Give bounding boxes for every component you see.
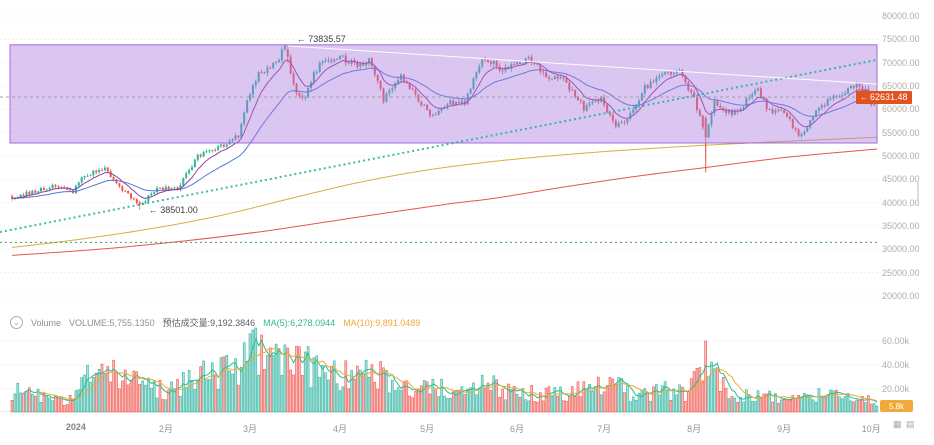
indicator-name: Volume <box>31 317 62 328</box>
price-axis-label: 25000.00 <box>882 267 920 278</box>
volume-ma5-line <box>23 337 878 403</box>
time-axis[interactable]: 2024 2月 3月 4月 5月 6月 7月 8月 9月 10月 <box>0 419 881 437</box>
price-axis-label: 60000.00 <box>882 104 920 115</box>
white-trendline[interactable] <box>287 45 878 85</box>
current-volume-badge: 5.8k <box>880 400 913 413</box>
price-axis-label: 50000.00 <box>882 151 920 161</box>
time-axis-label: 2024 <box>65 422 86 432</box>
volume-bars <box>10 327 879 413</box>
low-price-annotation: ← 38501.00 <box>147 204 199 215</box>
ma-long-red-line <box>11 148 878 256</box>
price-axis-label: 65000.00 <box>882 81 920 91</box>
price-axis-label: 75000.00 <box>882 34 920 45</box>
high-price-annotation: ← 73835.57 <box>295 33 347 44</box>
volume-indicator-legend: ⌄ Volume VOLUME:5,755.1350 预估成交量:9,192.3… <box>10 316 420 329</box>
volume-axis-label: 20.00k <box>882 384 910 394</box>
time-axis-label: 4月 <box>332 424 348 434</box>
collapse-chevron-icon[interactable]: ⌄ <box>10 316 23 329</box>
time-axis-label: 7月 <box>597 424 612 434</box>
price-axis-label: 80000.00 <box>882 11 920 21</box>
time-axis-label: 5月 <box>420 424 435 434</box>
time-axis-label: 8月 <box>687 424 702 434</box>
volume-axis-label: 60.00k <box>882 336 910 346</box>
teal-trendline[interactable] <box>0 58 878 234</box>
price-axis-label: 30000.00 <box>882 244 920 255</box>
time-axis-label: 10月 <box>861 424 881 434</box>
price-axis-label: 45000.00 <box>882 174 920 185</box>
volume-ma10-line <box>38 346 878 402</box>
time-axis-label: 3月 <box>243 424 258 434</box>
left-arrow-icon: ← <box>860 92 868 102</box>
price-axis-label: 35000.00 <box>882 221 920 231</box>
price-axis-label: 55000.00 <box>882 127 920 138</box>
time-axis-label: 9月 <box>777 424 792 434</box>
ma-slow-yellow-line <box>11 136 878 248</box>
price-axis-label: 20000.00 <box>882 291 920 301</box>
footer-list-icon[interactable]: ▤ <box>906 419 915 429</box>
footer-grid-icon[interactable]: ▦ <box>893 419 902 429</box>
volume-value: VOLUME:5,755.1350 <box>69 317 155 328</box>
time-axis-label: 2月 <box>158 424 173 434</box>
estimated-volume-value: 预估成交量:9,192.3846 <box>162 318 256 328</box>
time-axis-label: 6月 <box>510 424 525 434</box>
ma-fast-purple-line <box>11 59 878 199</box>
candles <box>11 44 878 210</box>
volume-axis-label: 40.00k <box>882 360 910 370</box>
price-band-overlay[interactable] <box>9 44 878 144</box>
current-price-value: 62631.48 <box>870 92 908 103</box>
price-axis-label: 40000.00 <box>882 197 920 208</box>
price-axis[interactable]: 80000.00 75000.00 70000.00 65000.00 60000.00… <box>880 0 934 418</box>
price-axis-label: 70000.00 <box>882 57 920 68</box>
volume-ma10-value: MA(10):9,891.0489 <box>343 317 421 328</box>
volume-ma5-value: MA(5):6,278.0944 <box>263 317 336 328</box>
current-price-badge: ← 62631.48 <box>856 90 912 104</box>
price-axis-scrollbar[interactable] <box>917 182 919 204</box>
ma-mid-blue-line <box>12 67 878 199</box>
